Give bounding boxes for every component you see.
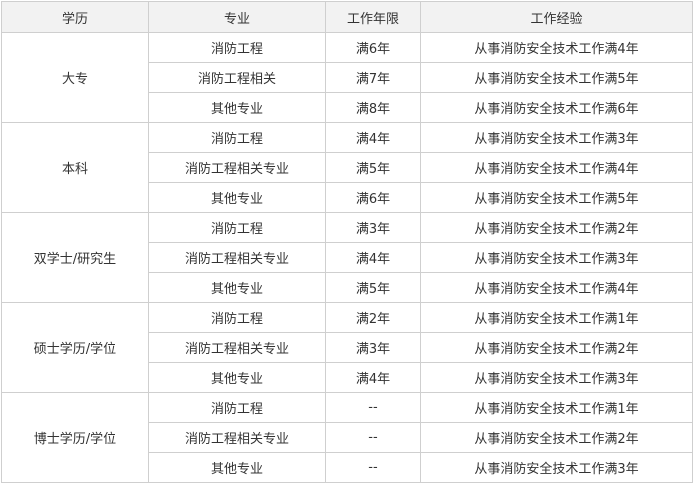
work-years-cell: -- [325,392,421,423]
table-row: 博士学历/学位 消防工程 -- 从事消防安全技术工作满1年 [1,392,693,483]
work-years-cell: 满2年 [325,302,421,333]
degree-cell: 双学士/研究生 [1,212,149,303]
major-cell: 其他专业 [148,452,326,483]
major-cell: 其他专业 [148,92,326,123]
work-years-cell: 满6年 [325,182,421,213]
work-experience-cell: 从事消防安全技术工作满3年 [420,362,693,393]
table-row: 其他专业 满6年 从事消防安全技术工作满5年 [2,182,693,213]
table-row: 消防工程相关专业 满4年 从事消防安全技术工作满3年 [2,242,693,273]
major-cell: 消防工程 [148,32,326,63]
work-years-cell: 满5年 [325,152,421,183]
work-experience-cell: 从事消防安全技术工作满4年 [420,32,693,63]
major-cell: 消防工程 [148,302,326,333]
table-row: 消防工程相关专业 -- 从事消防安全技术工作满2年 [2,422,693,453]
degree-cell: 本科 [1,122,149,213]
degree-cell: 大专 [1,32,149,123]
work-experience-cell: 从事消防安全技术工作满4年 [420,152,693,183]
major-cell: 消防工程 [148,392,326,423]
table-row: 其他专业 -- 从事消防安全技术工作满3年 [2,452,693,483]
header-work-experience: 工作经验 [420,1,693,33]
table-row: 其他专业 满4年 从事消防安全技术工作满3年 [2,362,693,393]
work-experience-cell: 从事消防安全技术工作满3年 [420,122,693,153]
degree-cell: 博士学历/学位 [1,392,149,483]
work-experience-cell: 从事消防安全技术工作满4年 [420,272,693,303]
table-row: 消防工程相关专业 满3年 从事消防安全技术工作满2年 [2,332,693,363]
major-cell: 其他专业 [148,272,326,303]
work-years-cell: 满4年 [325,242,421,273]
table-row: 其他专业 满8年 从事消防安全技术工作满6年 [2,92,693,123]
work-years-cell: 满7年 [325,62,421,93]
work-experience-cell: 从事消防安全技术工作满3年 [420,242,693,273]
header-degree: 学历 [1,1,149,33]
table-row: 其他专业 满5年 从事消防安全技术工作满4年 [2,272,693,303]
major-cell: 其他专业 [148,362,326,393]
work-years-cell: 满8年 [325,92,421,123]
table-row: 消防工程相关专业 满5年 从事消防安全技术工作满4年 [2,152,693,183]
work-years-cell: 满3年 [325,212,421,243]
table-row: 本科 消防工程 满4年 从事消防安全技术工作满3年 [1,122,693,213]
work-years-cell: 满3年 [325,332,421,363]
work-experience-cell: 从事消防安全技术工作满3年 [420,452,693,483]
work-years-cell: 满6年 [325,32,421,63]
work-experience-cell: 从事消防安全技术工作满5年 [420,62,693,93]
degree-cell: 硕士学历/学位 [1,302,149,393]
major-cell: 消防工程相关 [148,62,326,93]
major-cell: 其他专业 [148,182,326,213]
table-row: 大专 消防工程 满6年 从事消防安全技术工作满4年 [1,32,693,123]
header-work-years: 工作年限 [325,1,421,33]
table-row: 硕士学历/学位 消防工程 满2年 从事消防安全技术工作满1年 [1,302,693,393]
work-experience-cell: 从事消防安全技术工作满6年 [420,92,693,123]
work-experience-cell: 从事消防安全技术工作满2年 [420,212,693,243]
work-years-cell: 满4年 [325,122,421,153]
table-row: 消防工程相关 满7年 从事消防安全技术工作满5年 [2,62,693,93]
work-years-cell: 满4年 [325,362,421,393]
major-cell: 消防工程相关专业 [148,332,326,363]
major-cell: 消防工程 [148,122,326,153]
work-experience-cell: 从事消防安全技术工作满2年 [420,332,693,363]
work-experience-cell: 从事消防安全技术工作满5年 [420,182,693,213]
major-cell: 消防工程 [148,212,326,243]
major-cell: 消防工程相关专业 [148,152,326,183]
major-cell: 消防工程相关专业 [148,422,326,453]
header-major: 专业 [148,1,326,33]
work-experience-cell: 从事消防安全技术工作满1年 [420,302,693,333]
header-row: 学历 专业 工作年限 工作经验 [1,1,693,33]
work-years-cell: 满5年 [325,272,421,303]
work-years-cell: -- [325,452,421,483]
table-row: 双学士/研究生 消防工程 满3年 从事消防安全技术工作满2年 [1,212,693,303]
work-experience-cell: 从事消防安全技术工作满2年 [420,422,693,453]
major-cell: 消防工程相关专业 [148,242,326,273]
work-experience-cell: 从事消防安全技术工作满1年 [420,392,693,423]
table-body: 大专 消防工程 满6年 从事消防安全技术工作满4年 消防工程相关 满7年 从事消防安全技术工… [1,32,693,483]
work-years-cell: -- [325,422,421,453]
